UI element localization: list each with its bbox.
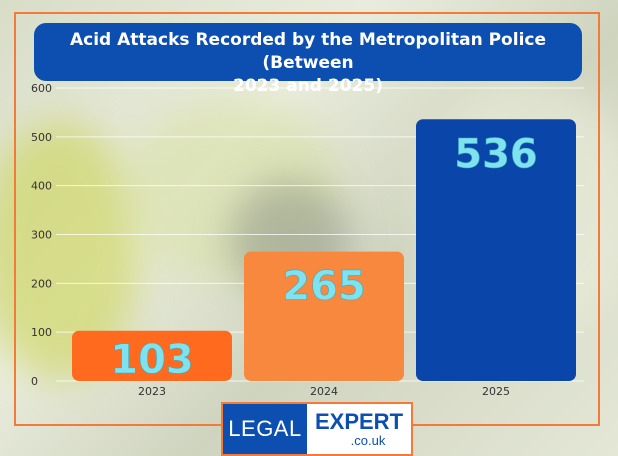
x-tick-label-2023: 2023: [138, 385, 166, 398]
x-tick-label-2025: 2025: [482, 385, 510, 398]
data-label-2023: 103: [110, 337, 194, 383]
chart-title-line-2: 2023 and 2025): [233, 76, 383, 96]
data-label-2024: 265: [282, 264, 366, 310]
bar-2025: [416, 119, 576, 382]
logo-right-panel: EXPERT .co.uk: [307, 404, 411, 454]
bar-2023: [72, 330, 232, 381]
y-tick-label-100: 100: [31, 326, 52, 339]
y-tick-label-400: 400: [31, 180, 52, 193]
y-tick-label-300: 300: [31, 229, 52, 242]
chart-title-line-1: Acid Attacks Recorded by the Metropolita…: [70, 30, 546, 73]
chart-title: Acid Attacks Recorded by the Metropolita…: [34, 23, 582, 96]
x-tick-label-2024: 2024: [310, 385, 338, 398]
legal-expert-logo: LEGAL EXPERT .co.uk: [221, 402, 413, 456]
y-tick-label-500: 500: [31, 131, 52, 144]
y-tick-label-200: 200: [31, 277, 52, 290]
y-tick-label-600: 600: [31, 82, 52, 95]
y-tick-label-0: 0: [31, 375, 38, 388]
logo-legal-text: LEGAL: [223, 404, 307, 454]
bar-2024: [244, 251, 404, 381]
logo-domain-text: .co.uk: [350, 433, 386, 448]
logo-expert-text: EXPERT: [314, 409, 404, 434]
data-label-2025: 536: [454, 131, 538, 177]
